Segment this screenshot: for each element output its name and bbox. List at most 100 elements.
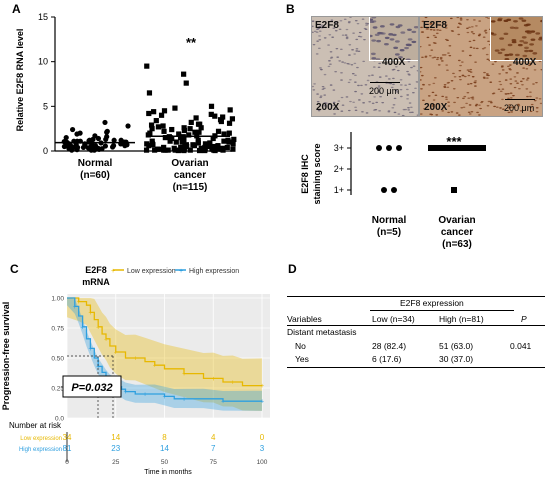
cell-nucleus xyxy=(462,97,465,100)
category-label: (n=5) xyxy=(377,227,401,238)
cell-nucleus xyxy=(513,76,517,78)
legend-high-label: High expression xyxy=(189,268,239,275)
cell-nucleus xyxy=(377,90,381,92)
cell-nucleus xyxy=(455,112,459,114)
cell-nucleus xyxy=(481,48,485,50)
cell-nucleus xyxy=(420,88,423,90)
cell-nucleus xyxy=(429,113,433,115)
data-point xyxy=(61,139,67,145)
data-point xyxy=(230,146,236,152)
cell-nucleus xyxy=(312,31,314,34)
cell-nucleus xyxy=(345,28,349,31)
cell-nucleus xyxy=(516,82,519,84)
cell-nucleus xyxy=(365,22,368,25)
cell-nucleus xyxy=(452,88,456,90)
cell-nucleus xyxy=(514,80,518,82)
cell-nucleus xyxy=(412,65,416,67)
cell-nucleus xyxy=(323,73,327,76)
cell-nucleus xyxy=(516,72,519,74)
cell-nucleus xyxy=(478,20,482,22)
cell-nucleus xyxy=(470,97,473,99)
x-tick-label: 25 xyxy=(112,459,120,466)
data-point xyxy=(209,146,215,152)
cell-nucleus xyxy=(384,75,388,77)
cell-nucleus xyxy=(517,105,521,107)
cell-nucleus xyxy=(397,113,401,115)
censor-mark: + xyxy=(260,399,264,406)
cell-nucleus xyxy=(463,95,467,98)
cell-nucleus xyxy=(415,81,418,83)
cell-nucleus xyxy=(338,28,342,31)
col-variables: Variables xyxy=(287,314,322,324)
cell-nucleus xyxy=(441,110,445,112)
data-point xyxy=(192,129,198,135)
cell-nucleus xyxy=(439,56,443,59)
cell-nucleus xyxy=(356,22,360,25)
x-tick-label: 100 xyxy=(257,459,268,466)
cell-nucleus xyxy=(521,19,527,22)
cell-nucleus xyxy=(529,110,533,113)
cell-nucleus xyxy=(384,43,389,46)
data-point xyxy=(187,147,193,153)
y-tick-label: 0.0 xyxy=(55,416,64,423)
cell-nucleus xyxy=(433,77,437,79)
cell-nucleus xyxy=(353,62,357,65)
cell-nucleus xyxy=(499,90,503,93)
data-point xyxy=(176,131,182,137)
cell-nucleus xyxy=(469,68,473,71)
cell-nucleus xyxy=(317,27,321,30)
cell-nucleus xyxy=(471,76,475,78)
ihc-mag-low: 200X xyxy=(424,102,448,113)
cell-nucleus xyxy=(422,83,425,86)
cell-nucleus xyxy=(440,60,444,62)
cell-nucleus xyxy=(378,110,382,112)
cell-nucleus xyxy=(477,34,481,37)
cell-nucleus xyxy=(429,23,433,25)
data-point xyxy=(152,147,158,153)
cell-nucleus xyxy=(535,97,539,99)
cell-nucleus xyxy=(355,48,359,50)
cell-nucleus xyxy=(473,85,477,87)
cell-nucleus xyxy=(511,39,517,42)
cell-nucleus xyxy=(392,68,396,71)
cell-nucleus xyxy=(450,111,454,113)
svg-text:+: + xyxy=(179,268,183,275)
cell-nucleus xyxy=(513,20,518,23)
cell-nucleus xyxy=(522,67,526,69)
cell-nucleus xyxy=(318,35,321,37)
risk-count: 14 xyxy=(111,433,120,442)
data-point xyxy=(220,114,226,120)
cell-nucleus xyxy=(453,76,457,78)
cell-nucleus xyxy=(485,53,489,56)
cell-nucleus xyxy=(318,39,322,41)
cell-nucleus xyxy=(375,58,381,61)
cell-nucleus xyxy=(393,46,399,50)
cell-nucleus xyxy=(392,104,396,106)
cell-nucleus xyxy=(364,84,368,86)
cell-nucleus xyxy=(408,102,412,104)
y-tick-label: 3+ xyxy=(334,143,344,153)
cell-nucleus xyxy=(507,43,513,47)
cell-nucleus xyxy=(459,64,462,67)
cell-nucleus xyxy=(338,60,342,62)
data-point xyxy=(451,187,457,193)
cell-nucleus xyxy=(406,98,409,100)
scale-bar xyxy=(370,82,400,83)
pvalue-text: P=0.032 xyxy=(71,382,112,394)
cell-nucleus xyxy=(431,91,435,94)
cell-nucleus xyxy=(421,31,425,33)
data-point xyxy=(146,110,152,117)
cell-nucleus xyxy=(329,57,333,59)
cell-nucleus xyxy=(463,75,467,78)
cell-nucleus xyxy=(388,33,394,36)
cell-nucleus xyxy=(401,114,405,116)
cell-nucleus xyxy=(407,60,411,63)
cell-nucleus xyxy=(406,94,410,96)
cell-nucleus xyxy=(399,49,405,52)
x-tick-label: 0 xyxy=(65,459,69,466)
category-label: (n=63) xyxy=(442,239,472,250)
cell-nucleus xyxy=(376,39,381,43)
category-label: Normal xyxy=(372,215,407,226)
cell-nucleus xyxy=(475,103,479,106)
cell-nucleus xyxy=(405,88,409,91)
